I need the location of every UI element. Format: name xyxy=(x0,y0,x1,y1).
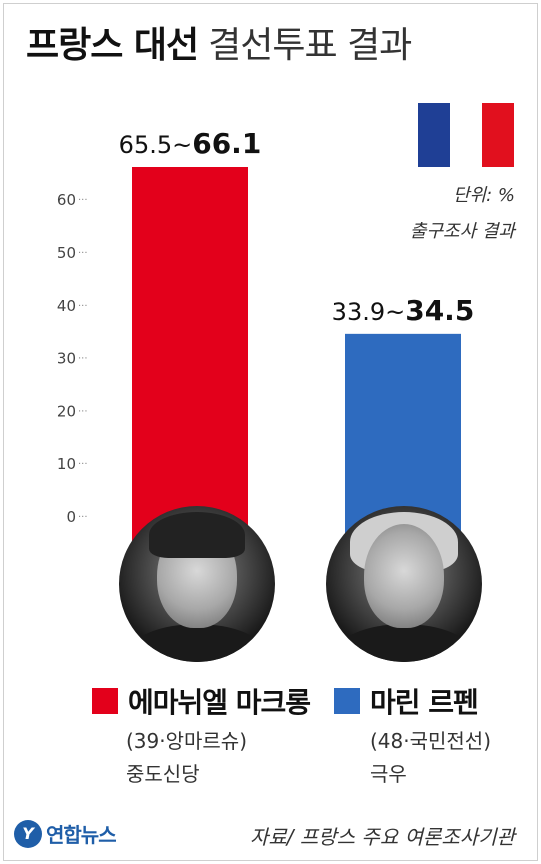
candidate-name-macron: 에마뉘엘 마크롱 xyxy=(128,686,311,719)
flag-stripe-white xyxy=(450,103,482,167)
y-tick-mark: ··· xyxy=(78,406,88,417)
survey-note: 출구조사 결과 xyxy=(409,221,515,242)
data-label-separator: ~ xyxy=(172,131,192,159)
y-tick-mark: ··· xyxy=(78,512,88,523)
portrait-lepen-icon xyxy=(326,506,482,662)
legend-item-macron: 에마뉘엘 마크롱 xyxy=(92,681,311,721)
candidate-name-lepen: 마린 르펜 xyxy=(370,686,479,719)
y-tick-label: 40 xyxy=(57,297,76,315)
data-label-separator: ~ xyxy=(385,298,405,326)
data-label: 65.5~66.1 xyxy=(119,127,262,160)
data-label-low: 33.9 xyxy=(332,298,385,326)
title-light: 결선투표 결과 xyxy=(208,25,412,66)
flag-stripe-red xyxy=(482,103,514,167)
y-tick-mark: ··· xyxy=(78,459,88,470)
flag-stripe-blue xyxy=(418,103,450,167)
y-tick-mark: ··· xyxy=(78,354,88,365)
data-label: 33.9~34.5 xyxy=(332,294,475,327)
y-tick-label: 30 xyxy=(57,350,76,368)
y-tick-mark: ··· xyxy=(78,301,88,312)
candidate-party-lepen: 극우 xyxy=(370,762,407,786)
unit-label: 단위: % xyxy=(452,185,515,206)
data-label-low: 65.5 xyxy=(119,131,172,159)
candidate-detail-macron: (39·앙마르슈) xyxy=(126,729,248,753)
french-flag-icon xyxy=(418,103,514,167)
y-tick-mark: ··· xyxy=(78,195,88,206)
frame-border xyxy=(3,3,538,861)
y-tick-label: 20 xyxy=(57,402,76,420)
data-label-high: 34.5 xyxy=(405,294,474,327)
legend-swatch-red xyxy=(92,688,118,714)
legend-swatch-blue xyxy=(334,688,360,714)
y-tick-label: 60 xyxy=(57,191,76,209)
y-tick-label: 10 xyxy=(57,455,76,473)
portrait-macron-icon xyxy=(119,506,275,662)
data-label-high: 66.1 xyxy=(192,127,261,160)
source-credit: 자료/ 프랑스 주요 여론조사기관 xyxy=(249,825,515,849)
y-tick-label: 0 xyxy=(66,508,76,526)
candidate-party-macron: 중도신당 xyxy=(126,762,200,786)
candidate-detail-lepen: (48·국민전선) xyxy=(370,729,492,753)
title-bold: 프랑스 대선 xyxy=(26,25,199,66)
y-tick-mark: ··· xyxy=(78,248,88,259)
legend-item-lepen: 마린 르펜 xyxy=(334,681,479,721)
yonhap-logo-text: 연합뉴스 xyxy=(46,823,117,847)
yonhap-logo-icon: Y xyxy=(14,819,42,848)
page-title: 프랑스 대선 결선투표 결과 xyxy=(26,16,412,68)
yonhap-logo: Y 연합뉴스 xyxy=(14,819,117,848)
y-tick-label: 50 xyxy=(57,244,76,262)
